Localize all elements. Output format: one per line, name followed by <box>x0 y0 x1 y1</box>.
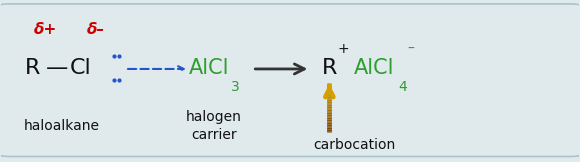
Text: δ–: δ– <box>87 22 105 37</box>
Text: +: + <box>338 42 349 56</box>
Text: –: – <box>408 42 414 56</box>
Text: haloalkane: haloalkane <box>24 119 100 133</box>
Text: 4: 4 <box>399 80 408 94</box>
Text: AlCl: AlCl <box>354 58 394 78</box>
Text: —: — <box>46 58 68 78</box>
Text: AlCl: AlCl <box>188 58 229 78</box>
Text: carbocation: carbocation <box>313 138 396 152</box>
Text: R: R <box>25 58 40 78</box>
Text: 3: 3 <box>231 80 240 94</box>
Text: δ+: δ+ <box>34 22 57 37</box>
Text: halogen
carrier: halogen carrier <box>186 110 242 142</box>
Text: Cl: Cl <box>70 58 92 78</box>
Text: R: R <box>322 58 337 78</box>
FancyBboxPatch shape <box>0 4 580 156</box>
